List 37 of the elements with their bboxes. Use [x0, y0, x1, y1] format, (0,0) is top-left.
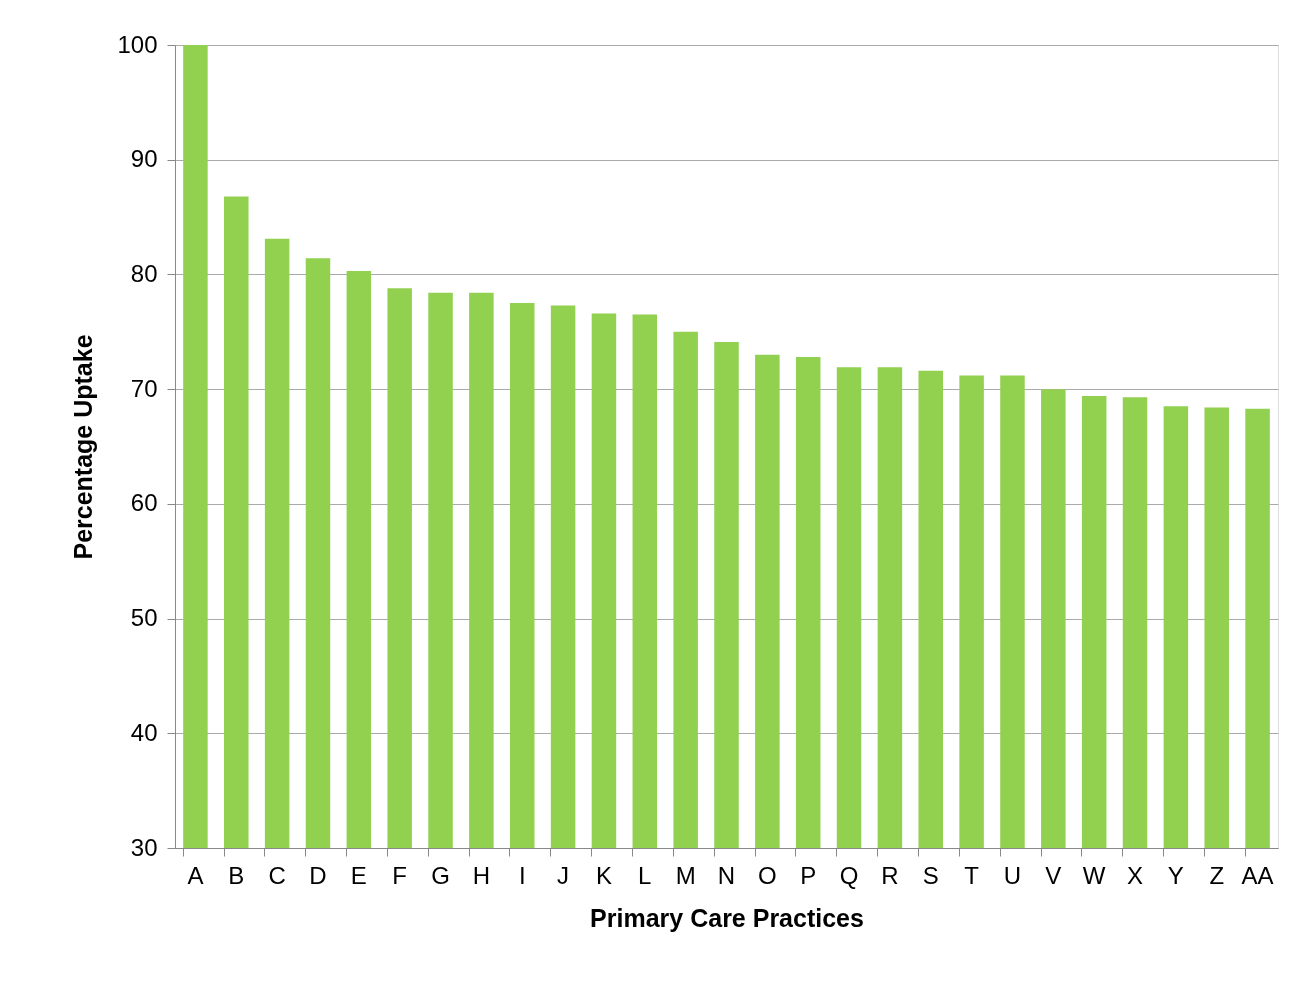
x-tick-label: B: [228, 861, 245, 889]
x-tick-label: N: [717, 861, 736, 889]
y-axis-title: Percentage Uptake: [69, 334, 98, 560]
x-tick-label: G: [431, 861, 450, 889]
y-tick-label: 70: [130, 374, 158, 402]
x-tick-label: S: [922, 861, 939, 889]
x-tick-label: L: [638, 861, 652, 889]
x-tick-label: X: [1127, 861, 1144, 889]
x-tick-label: Y: [1167, 861, 1184, 889]
x-tick-label: T: [964, 861, 980, 889]
x-tick-label: P: [800, 861, 817, 889]
x-tick-label: C: [268, 861, 286, 889]
y-tick-label: 50: [130, 604, 158, 632]
y-tick-label: 40: [130, 718, 158, 746]
x-tick-label: AA: [1241, 861, 1274, 889]
x-tick-label: A: [187, 861, 204, 889]
y-tick-label: 60: [130, 489, 158, 517]
x-tick-label: U: [1003, 861, 1022, 889]
y-tick-label: 80: [130, 259, 158, 287]
x-tick-label: F: [392, 861, 408, 889]
x-tick-label: H: [472, 861, 491, 889]
x-axis-title: Primary Care Practices: [590, 903, 864, 932]
x-tick-label: D: [309, 861, 327, 889]
y-tick-label: 30: [130, 833, 158, 861]
x-tick-label: M: [675, 861, 696, 889]
y-tick-label: 100: [117, 30, 158, 58]
x-tick-label: V: [1045, 861, 1062, 889]
x-tick-label: J: [557, 861, 570, 889]
x-tick-label: W: [1082, 861, 1106, 889]
x-tick-label: I: [518, 861, 526, 889]
x-tick-label: Q: [839, 861, 859, 889]
x-tick-label: R: [881, 861, 899, 889]
x-tick-label: E: [350, 861, 367, 889]
y-tick-label: 90: [130, 145, 158, 173]
x-tick-label: O: [758, 861, 777, 889]
x-tick-label: Z: [1209, 861, 1225, 889]
x-tick-label: K: [595, 861, 612, 889]
